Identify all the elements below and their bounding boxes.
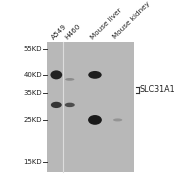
Ellipse shape (65, 103, 75, 107)
Ellipse shape (50, 70, 62, 79)
Ellipse shape (113, 118, 122, 122)
Text: 55KD: 55KD (24, 46, 42, 52)
Ellipse shape (88, 71, 102, 79)
Text: SLC31A1: SLC31A1 (140, 85, 175, 94)
Ellipse shape (65, 78, 74, 81)
Text: 15KD: 15KD (23, 159, 42, 165)
Text: 25KD: 25KD (24, 117, 42, 123)
Bar (47, 42, 134, 172)
Text: A549: A549 (50, 23, 68, 40)
Ellipse shape (88, 115, 102, 125)
Text: 40KD: 40KD (23, 72, 42, 78)
Ellipse shape (51, 102, 62, 108)
Text: Mouse liver: Mouse liver (89, 7, 123, 40)
Text: 35KD: 35KD (23, 90, 42, 96)
Text: H460: H460 (64, 22, 82, 40)
Text: Mouse kidney: Mouse kidney (112, 1, 151, 40)
